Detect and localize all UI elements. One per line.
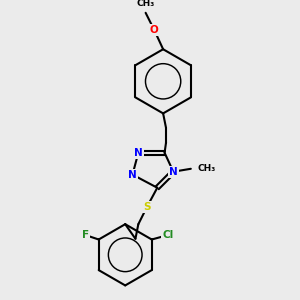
Text: Cl: Cl (162, 230, 173, 240)
Text: CH₃: CH₃ (197, 164, 215, 173)
Text: O: O (150, 25, 159, 35)
Text: F: F (82, 230, 89, 240)
Text: N: N (134, 148, 143, 158)
Text: CH₃: CH₃ (136, 0, 155, 8)
Text: N: N (169, 167, 178, 177)
Text: N: N (128, 169, 137, 180)
Text: S: S (143, 202, 151, 212)
